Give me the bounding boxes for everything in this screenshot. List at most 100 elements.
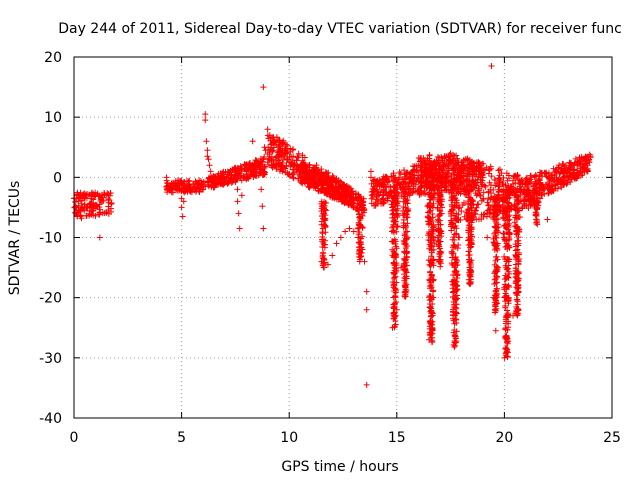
data-point [388, 193, 395, 200]
data-point [390, 170, 397, 177]
data-point [493, 263, 500, 270]
data-point [425, 181, 432, 188]
data-point [342, 195, 349, 202]
data-point [458, 159, 465, 166]
data-point [494, 195, 501, 202]
data-point [411, 163, 418, 170]
data-point [494, 264, 501, 271]
data-point [515, 198, 522, 205]
data-point [505, 222, 512, 229]
data-point [321, 176, 328, 183]
data-point [301, 162, 308, 169]
data-point [208, 174, 215, 181]
data-point [200, 186, 207, 193]
data-point [401, 271, 408, 278]
data-point [468, 243, 475, 250]
data-point [474, 201, 481, 208]
data-point [279, 150, 286, 157]
data-point [250, 169, 257, 176]
data-point [369, 185, 376, 192]
data-point [391, 275, 398, 282]
data-point [271, 138, 278, 145]
data-point [94, 203, 101, 210]
data-point [532, 204, 539, 211]
data-point [427, 317, 434, 324]
data-point [258, 158, 265, 165]
data-point [450, 272, 457, 279]
data-point [532, 172, 539, 179]
data-point [94, 190, 101, 197]
data-point [419, 159, 426, 166]
data-point [290, 175, 297, 182]
data-point [481, 182, 488, 189]
data-point [418, 179, 425, 186]
data-point [179, 213, 186, 220]
data-point [367, 174, 374, 181]
data-point [294, 165, 301, 172]
data-point [230, 174, 237, 181]
data-point [466, 258, 473, 265]
data-point [513, 308, 520, 315]
data-point [484, 234, 491, 241]
data-point [473, 159, 480, 166]
data-point [441, 162, 448, 169]
data-point [467, 244, 474, 251]
data-point [546, 184, 553, 191]
data-point [583, 156, 590, 163]
data-point [86, 212, 93, 219]
data-point [275, 144, 282, 151]
data-point [401, 198, 408, 205]
data-point [507, 189, 514, 196]
data-point [356, 197, 363, 204]
data-point [503, 186, 510, 193]
data-point [340, 183, 346, 190]
data-point [492, 275, 499, 282]
y-axis-label: SDTVAR / TECUs [7, 181, 23, 296]
data-point [207, 168, 214, 175]
data-point [415, 162, 422, 169]
data-point [205, 156, 212, 163]
data-point [486, 206, 493, 213]
data-point [320, 215, 327, 222]
data-point [533, 189, 540, 196]
data-point [503, 349, 510, 356]
data-point [519, 181, 526, 188]
data-point [284, 149, 291, 156]
data-point [514, 238, 521, 245]
data-point [342, 186, 349, 193]
data-point [390, 227, 397, 234]
data-point [527, 192, 534, 199]
data-point [363, 381, 370, 388]
data-point [466, 156, 473, 163]
data-point [357, 195, 364, 202]
data-point [286, 159, 293, 166]
data-point [264, 126, 271, 133]
data-point [398, 264, 405, 271]
data-point [304, 167, 311, 174]
data-point [402, 240, 409, 247]
data-point [514, 269, 521, 276]
data-point [452, 335, 459, 342]
y-tick-label: -30 [39, 351, 62, 367]
data-point [234, 198, 241, 205]
data-point [345, 201, 352, 208]
data-point [562, 170, 569, 177]
x-tick-label: 10 [280, 430, 298, 446]
data-point [234, 186, 241, 193]
data-point [225, 169, 232, 176]
data-point [83, 195, 90, 202]
data-point [437, 229, 444, 236]
data-point [436, 248, 443, 255]
data-point [82, 192, 89, 199]
data-point [394, 189, 401, 196]
data-point [452, 332, 459, 339]
data-point [558, 180, 565, 187]
data-point [512, 279, 519, 286]
data-point [565, 167, 572, 174]
data-point [482, 183, 489, 190]
data-point [238, 192, 245, 199]
data-point [428, 161, 435, 168]
data-point [428, 271, 435, 278]
data-point [451, 231, 458, 238]
data-point [235, 210, 242, 217]
